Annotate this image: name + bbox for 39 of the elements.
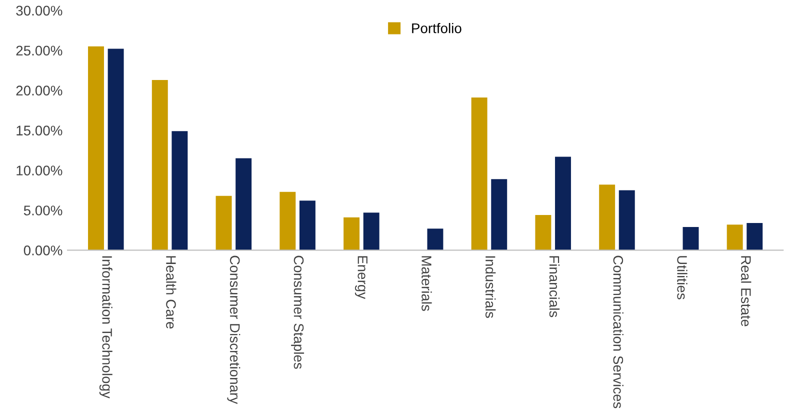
bar xyxy=(236,158,252,250)
x-tick-label: Information Technology xyxy=(99,256,112,398)
x-tick-label: Energy xyxy=(354,256,368,300)
x-tick-label: Real Estate xyxy=(741,256,752,326)
bar xyxy=(599,184,616,250)
y-tick-label: 25.00% xyxy=(16,46,62,56)
x-tick-label: Consumer Staples xyxy=(291,256,304,369)
bar xyxy=(344,217,360,250)
bar xyxy=(746,223,763,250)
x-tick-label: Industrials xyxy=(485,256,496,318)
y-tick-label: 20.00% xyxy=(16,86,62,96)
y-tick-label: 10.00% xyxy=(16,166,62,176)
bar xyxy=(471,98,488,250)
bar xyxy=(427,228,444,250)
bar xyxy=(216,196,232,250)
bar xyxy=(618,190,635,250)
x-tick-label: Health Care xyxy=(166,256,176,329)
bar xyxy=(491,179,508,250)
bar xyxy=(172,131,188,250)
legend-label: Portfolio xyxy=(412,23,462,34)
y-tick-label: 30.00% xyxy=(16,6,62,16)
bar xyxy=(152,80,168,250)
x-tick-label: Consumer Discretionary xyxy=(227,256,240,404)
bar xyxy=(682,227,699,250)
bar xyxy=(535,215,552,250)
y-tick-label: 0.00% xyxy=(24,246,62,256)
bar xyxy=(108,48,124,250)
y-tick-label: 15.00% xyxy=(16,126,62,136)
bar xyxy=(363,212,380,250)
y-tick-label: 5.00% xyxy=(24,206,62,216)
bar xyxy=(726,224,743,250)
bar xyxy=(555,156,571,250)
bar xyxy=(299,200,316,250)
x-tick-label: Utilities xyxy=(677,256,688,300)
x-tick-label: Financials xyxy=(549,256,560,318)
bar xyxy=(88,46,104,250)
bar xyxy=(280,192,296,250)
x-tick-label: Materials xyxy=(422,256,432,311)
x-tick-label: Communication Services xyxy=(613,256,624,408)
